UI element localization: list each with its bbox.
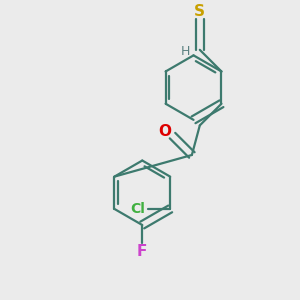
Text: S: S <box>194 4 205 19</box>
Text: O: O <box>158 124 171 139</box>
Text: H: H <box>181 45 190 58</box>
Text: Cl: Cl <box>130 202 146 216</box>
Text: F: F <box>137 244 148 259</box>
